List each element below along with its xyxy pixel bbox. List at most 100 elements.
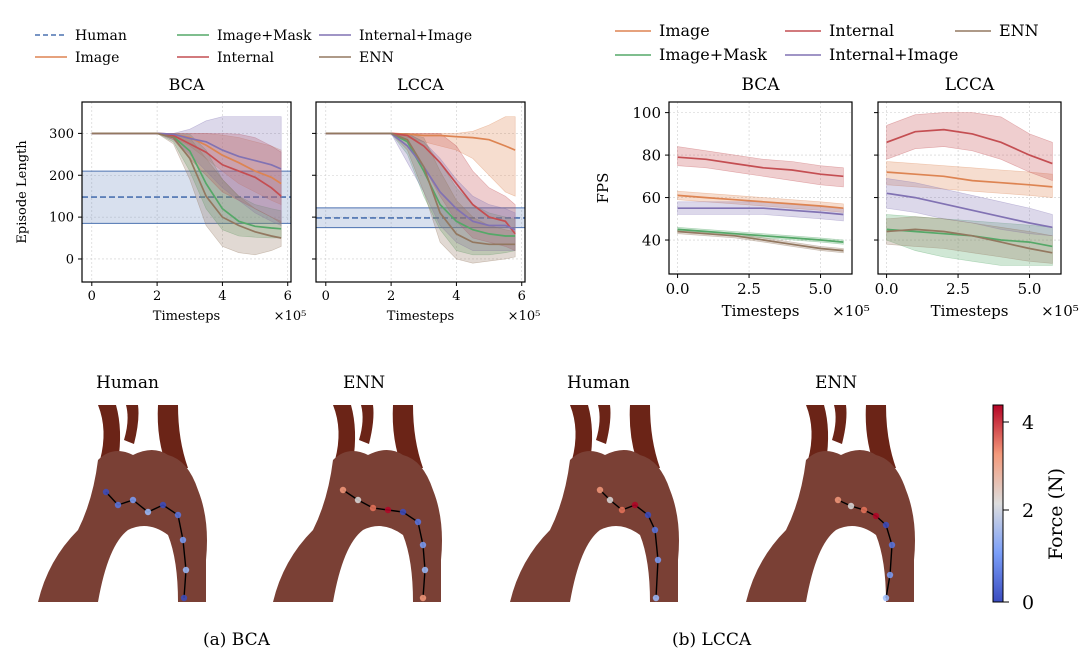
series-line-internal-image <box>886 192 1053 229</box>
series-band-internal <box>886 112 1053 182</box>
caption-a: (a) BCA <box>203 630 271 650</box>
x-tick-label: 0 <box>322 289 330 304</box>
y-tick-label: 40 <box>642 231 661 249</box>
guidewire-trace-3 <box>834 496 896 602</box>
force-point <box>419 541 427 549</box>
legend-label: Internal+Image <box>829 45 958 64</box>
x-tick-label: 2.5 <box>737 280 761 298</box>
force-point <box>159 501 167 509</box>
y-tick-label: 0 <box>66 253 74 268</box>
series-band-image-mask <box>886 214 1053 266</box>
legend-label: ENN <box>999 21 1039 40</box>
force-point <box>644 511 652 519</box>
x-tick-label: 5.0 <box>809 280 833 298</box>
force-point <box>652 594 660 602</box>
force-point <box>596 486 604 494</box>
chart-bca-episode-length: 0 2 4 6 0 100 200 300 BCA Timesteps ×10⁵ Episode Le… <box>15 75 306 324</box>
series-line-image <box>677 194 844 210</box>
x-axis-label: Timesteps <box>722 302 800 320</box>
colorbar: 0 2 4 Force (N) <box>992 404 1067 614</box>
caption-b: (b) LCCA <box>672 630 752 650</box>
vessel-render-3 <box>746 405 915 602</box>
force-point <box>102 488 110 496</box>
series-line-enn <box>91 132 282 239</box>
series-line-image <box>886 171 1053 188</box>
y-tick-label: 300 <box>49 127 74 142</box>
branch-mid <box>832 405 847 444</box>
branch-left <box>333 405 356 462</box>
force-point <box>339 486 347 494</box>
y-axis-label: Episode Length <box>15 140 30 244</box>
vessel-render-2 <box>510 405 679 602</box>
series-band-image <box>91 133 282 206</box>
force-point <box>180 594 188 602</box>
x-axis-exponent: ×10⁵ <box>274 309 307 324</box>
y-axis-label: FPS <box>594 173 612 204</box>
x-axis-exponent: ×10⁵ <box>832 302 870 320</box>
y-tick-label: 80 <box>642 146 661 164</box>
series-band-internal-image <box>677 201 844 222</box>
branch-left <box>806 405 829 462</box>
force-point <box>886 571 894 579</box>
force-point <box>421 566 429 574</box>
plot-frame <box>877 101 1062 275</box>
series-band-image-mask <box>91 133 282 239</box>
x-tick-label: 4 <box>452 289 460 304</box>
x-axis-exponent: ×10⁵ <box>508 309 541 324</box>
chart-lcca-fps: 0.0 2.5 5.0 LCCA Timesteps ×10⁵ <box>874 75 1079 320</box>
force-point <box>419 594 427 602</box>
branch-mid <box>124 405 139 444</box>
legend-label: Image+Mask <box>659 45 767 64</box>
x-tick-label: 0.0 <box>875 280 899 298</box>
x-axis-label: Timesteps <box>387 309 454 324</box>
vessel-renders <box>38 405 915 602</box>
series-band-image-mask <box>325 133 516 256</box>
force-point <box>384 506 392 514</box>
force-point <box>834 496 842 504</box>
plot-area <box>82 116 291 256</box>
colorbar-tick-2: 2 <box>1022 500 1034 522</box>
series-band-enn <box>886 216 1053 264</box>
x-tick-label: 2 <box>387 289 395 304</box>
force-point <box>606 496 614 504</box>
plot-frame <box>668 101 853 275</box>
force-point <box>354 496 362 504</box>
vessel-render-1 <box>273 405 442 602</box>
force-point <box>369 504 377 512</box>
legend-label: Internal <box>217 50 275 66</box>
force-point <box>882 594 890 602</box>
y-tick-label: 200 <box>49 169 74 184</box>
chart-bca-fps: 0.0 2.5 5.0 40 60 80 100 BCA Timesteps ×10⁵ FPS <box>594 75 870 320</box>
legend-label: Image <box>75 50 119 66</box>
render-label-enn-bca: ENN <box>343 373 385 393</box>
render-label-human-bca: Human <box>96 373 159 393</box>
legend-right: Image Image+Mask Internal Internal+Image ENN <box>615 21 1039 64</box>
x-tick-label: 6 <box>518 289 526 304</box>
guidewire-trace-1 <box>339 486 429 602</box>
x-tick-label: 0 <box>88 289 96 304</box>
force-point <box>182 566 190 574</box>
force-point <box>129 496 137 504</box>
x-axis-label: Timesteps <box>153 309 220 324</box>
legend-label: Internal+Image <box>359 28 472 44</box>
x-axis-label: Timesteps <box>931 302 1009 320</box>
legend-label: ENN <box>359 50 394 66</box>
plot-area <box>677 146 844 254</box>
x-tick-label: 0.0 <box>666 280 690 298</box>
series-line-internal-image <box>677 207 844 216</box>
aortic-arch <box>746 450 915 602</box>
render-label-human-lcca: Human <box>567 373 630 393</box>
chart-title: LCCA <box>397 75 444 94</box>
x-tick-label: 5.0 <box>1018 280 1042 298</box>
legend-label: Human <box>75 28 127 44</box>
colorbar-gradient <box>992 404 1004 603</box>
x-axis-exponent: ×10⁵ <box>1041 302 1079 320</box>
force-point <box>618 506 626 514</box>
legend-left: Human Image Image+Mask Internal Internal+Ima… <box>35 28 472 66</box>
chart-title: LCCA <box>945 75 995 95</box>
aortic-arch <box>38 450 207 602</box>
aortic-arch <box>510 450 679 602</box>
x-tick-label: 2.5 <box>946 280 970 298</box>
series-line-internal <box>886 128 1053 165</box>
